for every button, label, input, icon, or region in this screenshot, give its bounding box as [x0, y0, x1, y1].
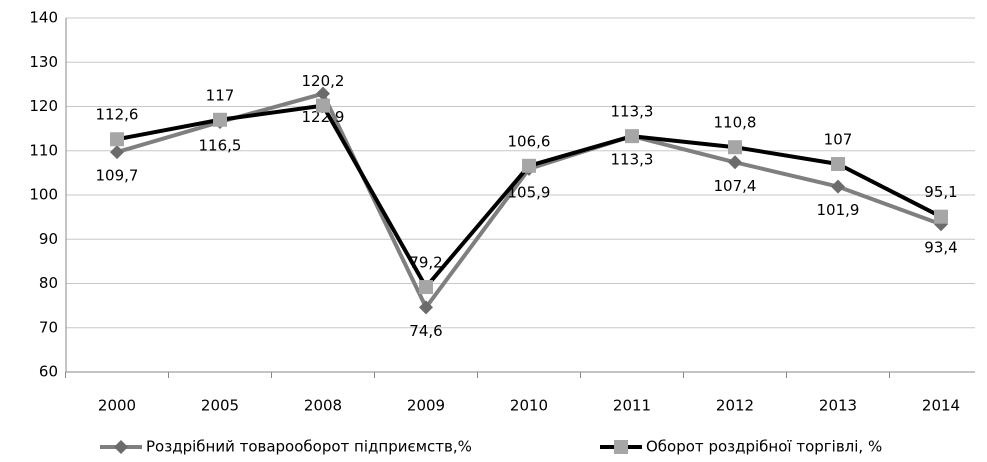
data-label: 116,5 — [199, 136, 242, 154]
x-tick-label: 2005 — [201, 397, 239, 415]
legend-label: Оборот роздрібної торгівлі, % — [646, 438, 882, 456]
x-tick-label: 2014 — [922, 397, 960, 415]
point — [316, 98, 330, 113]
y-tick-label: 130 — [29, 53, 58, 71]
y-tick-label: 90 — [39, 230, 58, 248]
data-label: 74,6 — [409, 322, 442, 340]
data-label: 122,9 — [302, 108, 345, 126]
data-label: 79,2 — [409, 254, 442, 272]
data-label: 113,3 — [611, 103, 654, 121]
point — [625, 129, 639, 144]
data-label: 101,9 — [817, 201, 860, 219]
point — [316, 86, 330, 101]
x-tick-label: 2013 — [819, 397, 857, 415]
y-tick-label: 60 — [39, 363, 58, 381]
data-label: 95,1 — [924, 183, 957, 201]
legend-label: Роздрібний товарооборот підприємств,% — [146, 438, 472, 456]
data-label: 112,6 — [96, 106, 139, 124]
y-tick-label: 120 — [29, 97, 58, 115]
point — [419, 280, 433, 295]
legend-marker — [114, 440, 128, 454]
point — [728, 140, 742, 155]
data-label: 113,3 — [611, 151, 654, 169]
point — [419, 300, 433, 315]
point — [831, 179, 845, 194]
data-label: 93,4 — [924, 239, 957, 257]
data-label: 107 — [824, 131, 853, 149]
data-label: 120,2 — [302, 72, 345, 90]
x-tick-label: 2010 — [510, 397, 548, 415]
point — [110, 132, 124, 147]
y-tick-label: 110 — [29, 141, 58, 159]
data-label: 105,9 — [508, 183, 551, 201]
x-tick-label: 2011 — [613, 397, 651, 415]
point — [522, 158, 536, 173]
data-label: 106,6 — [508, 132, 551, 150]
point — [213, 112, 227, 127]
data-label: 117 — [206, 86, 235, 104]
x-tick-label: 2008 — [304, 397, 342, 415]
point — [110, 145, 124, 160]
data-label: 107,4 — [714, 177, 757, 195]
point — [934, 209, 948, 224]
point — [831, 157, 845, 172]
x-tick-label: 2009 — [407, 397, 445, 415]
y-tick-label: 70 — [39, 318, 58, 336]
x-tick-label: 2012 — [716, 397, 754, 415]
legend-marker — [614, 440, 628, 454]
x-tick-label: 2000 — [98, 397, 136, 415]
y-tick-label: 100 — [29, 186, 58, 204]
y-tick-label: 140 — [29, 9, 58, 27]
data-label: 109,7 — [96, 167, 139, 185]
point — [728, 155, 742, 170]
y-tick-label: 80 — [39, 274, 58, 292]
data-label: 110,8 — [714, 114, 757, 132]
